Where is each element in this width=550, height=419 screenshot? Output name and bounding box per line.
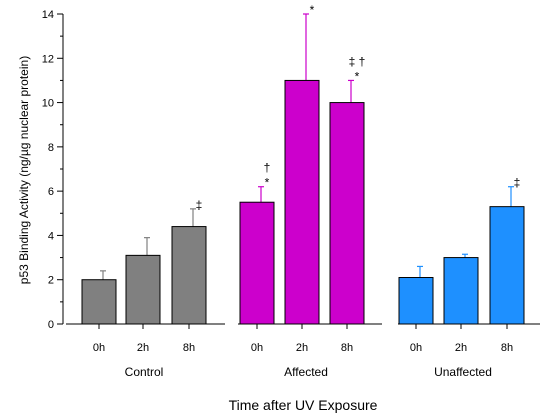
y-tick-label: 0 xyxy=(48,319,54,331)
x-tick-label: 8h xyxy=(183,342,195,354)
x-tick-label: 0h xyxy=(410,342,422,354)
significance-marker: ‡ xyxy=(196,198,203,212)
y-axis-label: p53 Binding Activity (ng/µg nuclear prot… xyxy=(17,56,31,284)
x-tick-label: 2h xyxy=(137,342,149,354)
y-tick-label: 10 xyxy=(42,98,54,110)
x-axis-label: Time after UV Exposure xyxy=(229,397,378,413)
y-tick-label: 2 xyxy=(48,275,54,287)
significance-marker: ‡ xyxy=(514,176,521,190)
bar xyxy=(239,201,275,325)
x-tick-label: 0h xyxy=(251,342,263,354)
significance-marker: ‡ † xyxy=(349,54,366,68)
x-tick-label: 2h xyxy=(455,342,467,354)
y-tick-label: 12 xyxy=(42,53,54,65)
x-tick-label: 8h xyxy=(501,342,513,354)
y-tick-label: 8 xyxy=(48,142,54,154)
x-tick-label: 0h xyxy=(93,342,105,354)
significance-marker: * xyxy=(265,176,270,190)
group-label: Affected xyxy=(284,365,328,379)
bar xyxy=(443,257,479,325)
group-label: Control xyxy=(125,365,164,379)
bar xyxy=(284,79,320,325)
significance-marker: † xyxy=(264,161,271,175)
bar xyxy=(489,206,525,325)
significance-marker: * xyxy=(310,3,315,17)
y-tick-label: 4 xyxy=(48,230,54,242)
bar xyxy=(398,277,434,325)
significance-marker: † xyxy=(309,0,316,2)
bar xyxy=(81,279,117,325)
bar xyxy=(171,226,207,325)
group-label: Unaffected xyxy=(434,365,492,379)
significance-marker: * xyxy=(355,69,360,83)
y-tick-label: 6 xyxy=(48,186,54,198)
y-tick-label: 14 xyxy=(42,9,54,21)
x-tick-label: 2h xyxy=(296,342,308,354)
bar xyxy=(125,254,161,325)
bar xyxy=(329,102,365,325)
x-tick-label: 8h xyxy=(341,342,353,354)
